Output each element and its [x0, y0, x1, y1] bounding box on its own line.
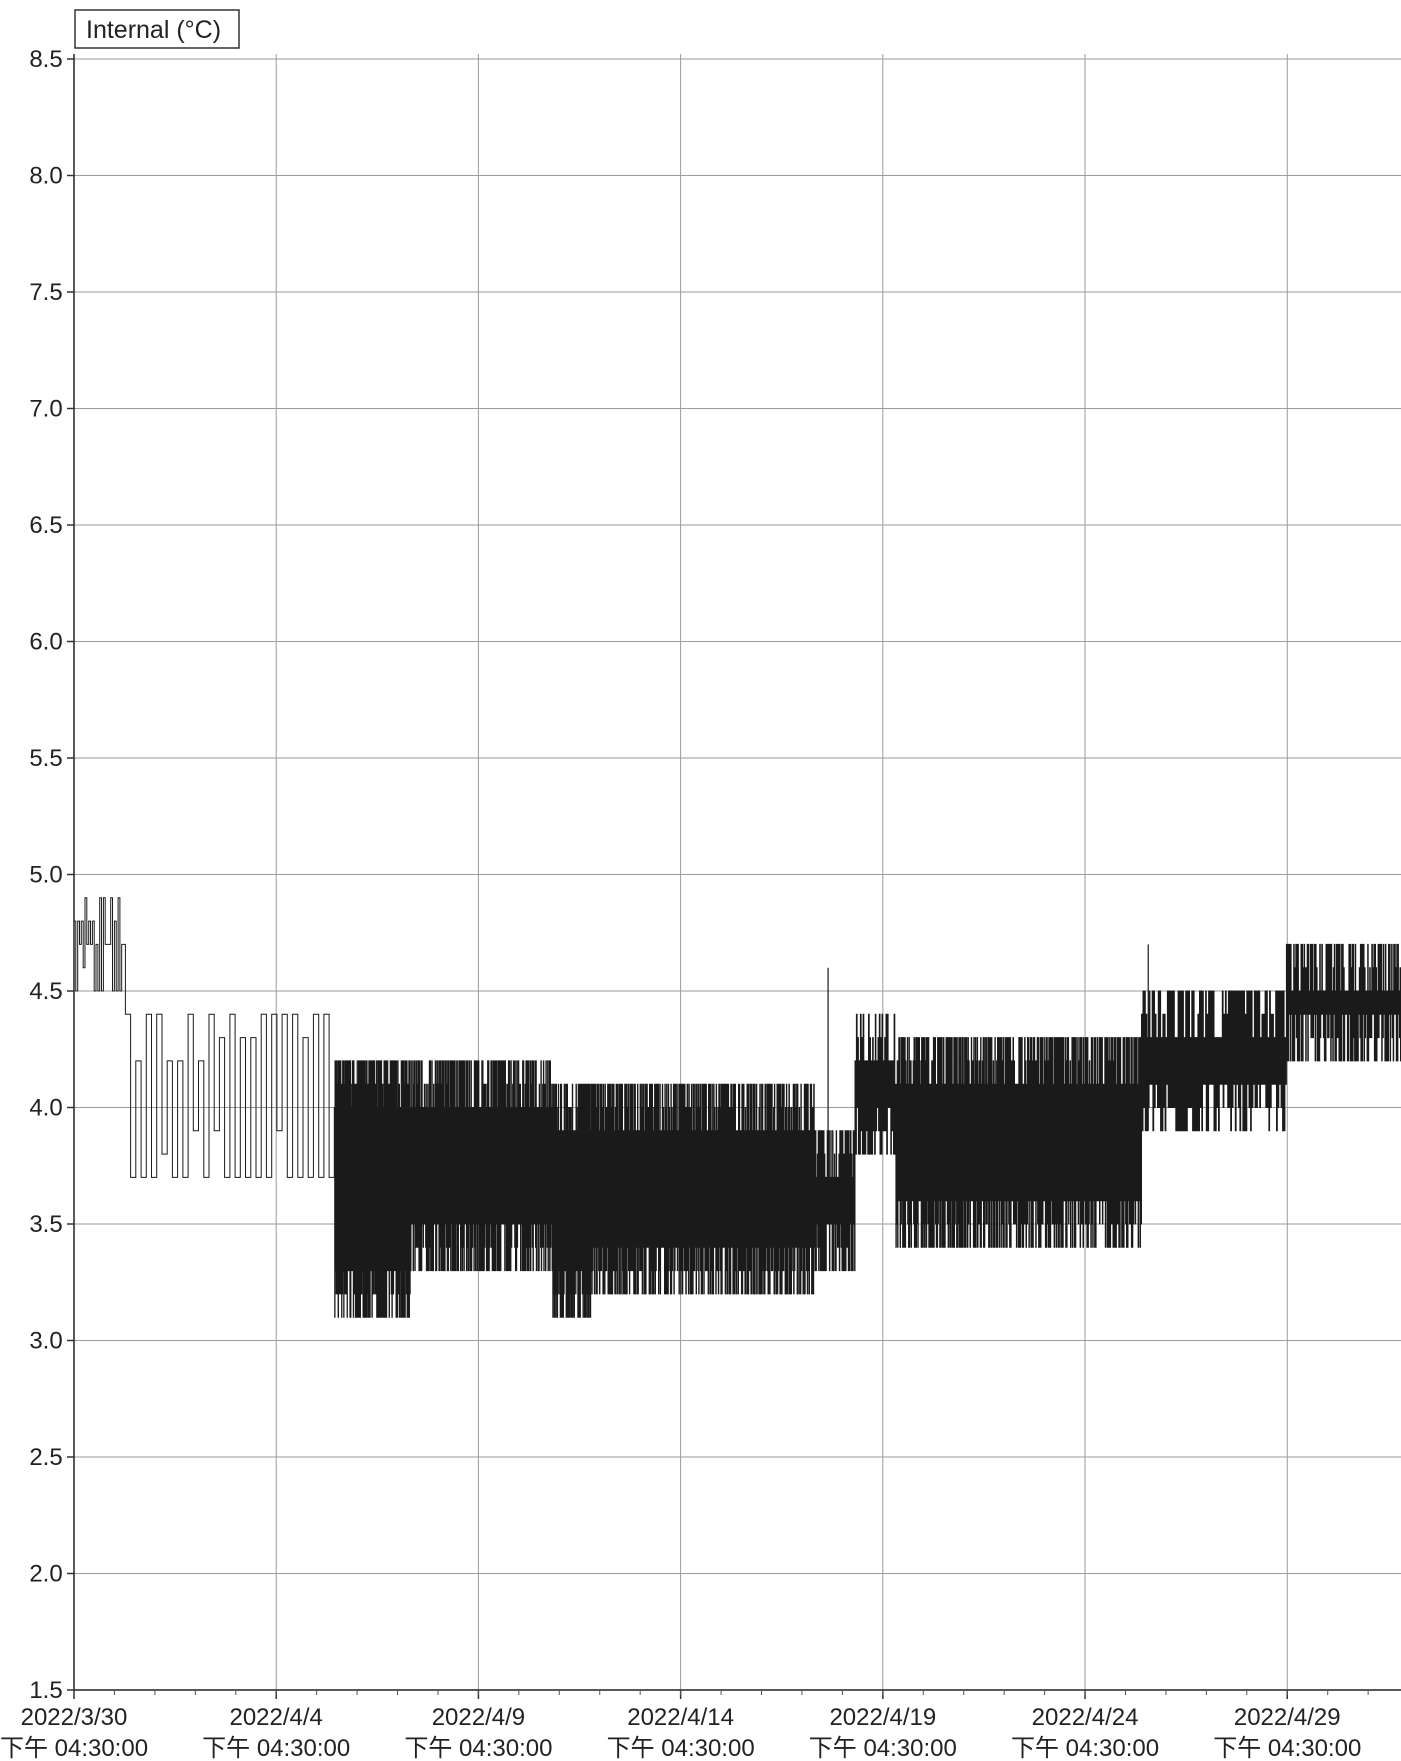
x-tick-date: 2022/4/4	[229, 1704, 322, 1731]
series-internal	[74, 897, 1401, 1318]
x-tick-date: 2022/4/19	[829, 1704, 936, 1731]
y-tick-label: 3.5	[29, 1211, 62, 1238]
y-tick-label: 5.5	[29, 745, 62, 772]
y-tick-label: 1.5	[29, 1677, 62, 1704]
x-tick-time: 下午 04:30:00	[0, 1735, 148, 1761]
legend-box	[74, 9, 240, 49]
y-tick-label: 3.0	[29, 1328, 62, 1355]
y-tick-label: 6.0	[29, 629, 62, 656]
legend-label: Internal (°C)	[86, 16, 221, 44]
x-tick-time: 下午 04:30:00	[1011, 1735, 1159, 1761]
y-tick-label: 7.5	[29, 279, 62, 306]
x-tick-date: 2022/4/14	[627, 1704, 734, 1731]
grid	[73, 54, 1401, 1690]
y-tick-label: 4.0	[29, 1095, 62, 1122]
y-tick-label: 8.5	[29, 46, 62, 73]
x-tick-time: 下午 04:30:00	[404, 1735, 552, 1761]
y-tick-label: 2.5	[29, 1444, 62, 1471]
y-axis: 1.5 2.0 2.5 3.0 3.5 4.0 4.5 5.0 5.5 6.0 6.5 7.0 7.5 8…	[29, 46, 74, 1704]
y-tick-label: 6.5	[29, 512, 62, 539]
x-tick-time: 下午 04:30:00	[607, 1735, 755, 1761]
x-tick-time: 下午 04:30:00	[202, 1735, 350, 1761]
series-line	[74, 897, 1401, 1318]
x-tick-date: 2022/4/29	[1234, 1704, 1341, 1731]
x-tick-date: 2022/3/30	[21, 1704, 128, 1731]
x-axis: 2022/3/30 下午 04:30:00 2022/4/4 下午 04:30:00 2…	[0, 1690, 1369, 1761]
y-tick-label: 4.5	[29, 978, 62, 1005]
x-tick-date: 2022/4/9	[432, 1704, 525, 1731]
y-tick-label: 5.0	[29, 862, 62, 889]
y-tick-label: 7.0	[29, 396, 62, 423]
x-tick-time: 下午 04:30:00	[1213, 1735, 1361, 1761]
x-tick-date: 2022/4/24	[1032, 1704, 1139, 1731]
legend: Internal (°C)	[74, 9, 240, 49]
axes	[73, 54, 1401, 1691]
y-tick-label: 2.0	[29, 1561, 62, 1588]
y-tick-label: 8.0	[29, 163, 62, 190]
x-tick-time: 下午 04:30:00	[809, 1735, 957, 1761]
